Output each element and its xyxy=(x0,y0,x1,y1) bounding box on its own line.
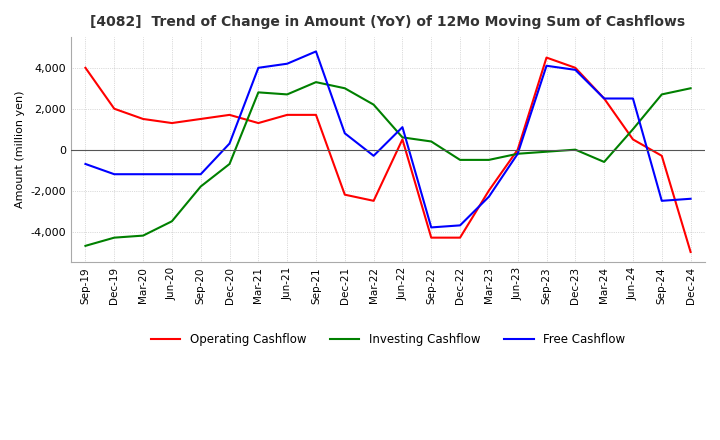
Operating Cashflow xyxy=(254,121,263,126)
Free Cashflow xyxy=(254,65,263,70)
Line: Investing Cashflow: Investing Cashflow xyxy=(86,82,690,246)
Operating Cashflow xyxy=(283,112,292,117)
Operating Cashflow xyxy=(168,121,176,126)
Operating Cashflow xyxy=(542,55,551,60)
Free Cashflow xyxy=(485,194,493,199)
Investing Cashflow xyxy=(456,157,464,162)
Free Cashflow xyxy=(571,67,580,73)
Investing Cashflow xyxy=(81,243,90,249)
Investing Cashflow xyxy=(600,159,608,165)
Investing Cashflow xyxy=(369,102,378,107)
Investing Cashflow xyxy=(542,149,551,154)
Operating Cashflow xyxy=(341,192,349,197)
Investing Cashflow xyxy=(168,219,176,224)
Free Cashflow xyxy=(283,61,292,66)
Investing Cashflow xyxy=(571,147,580,152)
Investing Cashflow xyxy=(657,92,666,97)
Free Cashflow xyxy=(168,172,176,177)
Investing Cashflow xyxy=(686,86,695,91)
Investing Cashflow xyxy=(254,90,263,95)
Operating Cashflow xyxy=(657,153,666,158)
Operating Cashflow xyxy=(369,198,378,203)
Legend: Operating Cashflow, Investing Cashflow, Free Cashflow: Operating Cashflow, Investing Cashflow, … xyxy=(146,328,630,351)
Free Cashflow xyxy=(139,172,148,177)
Operating Cashflow xyxy=(81,65,90,70)
Investing Cashflow xyxy=(398,135,407,140)
Free Cashflow xyxy=(197,172,205,177)
Free Cashflow xyxy=(513,151,522,156)
Operating Cashflow xyxy=(513,147,522,152)
Free Cashflow xyxy=(657,198,666,203)
Investing Cashflow xyxy=(110,235,119,240)
Operating Cashflow xyxy=(398,137,407,142)
Free Cashflow xyxy=(110,172,119,177)
Free Cashflow xyxy=(629,96,637,101)
Line: Free Cashflow: Free Cashflow xyxy=(86,51,690,227)
Investing Cashflow xyxy=(312,80,320,85)
Operating Cashflow xyxy=(225,112,234,117)
Free Cashflow xyxy=(225,141,234,146)
Free Cashflow xyxy=(456,223,464,228)
Investing Cashflow xyxy=(427,139,436,144)
Operating Cashflow xyxy=(456,235,464,240)
Operating Cashflow xyxy=(571,65,580,70)
Free Cashflow xyxy=(312,49,320,54)
Free Cashflow xyxy=(81,161,90,167)
Free Cashflow xyxy=(542,63,551,68)
Investing Cashflow xyxy=(485,157,493,162)
Investing Cashflow xyxy=(283,92,292,97)
Free Cashflow xyxy=(427,225,436,230)
Free Cashflow xyxy=(600,96,608,101)
Y-axis label: Amount (million yen): Amount (million yen) xyxy=(15,91,25,209)
Operating Cashflow xyxy=(312,112,320,117)
Investing Cashflow xyxy=(341,86,349,91)
Free Cashflow xyxy=(369,153,378,158)
Investing Cashflow xyxy=(629,127,637,132)
Operating Cashflow xyxy=(686,249,695,255)
Operating Cashflow xyxy=(629,137,637,142)
Investing Cashflow xyxy=(139,233,148,238)
Investing Cashflow xyxy=(197,184,205,189)
Operating Cashflow xyxy=(600,96,608,101)
Free Cashflow xyxy=(398,125,407,130)
Free Cashflow xyxy=(341,131,349,136)
Operating Cashflow xyxy=(197,116,205,121)
Operating Cashflow xyxy=(110,106,119,111)
Operating Cashflow xyxy=(427,235,436,240)
Line: Operating Cashflow: Operating Cashflow xyxy=(86,58,690,252)
Operating Cashflow xyxy=(485,188,493,193)
Investing Cashflow xyxy=(225,161,234,167)
Operating Cashflow xyxy=(139,116,148,121)
Title: [4082]  Trend of Change in Amount (YoY) of 12Mo Moving Sum of Cashflows: [4082] Trend of Change in Amount (YoY) o… xyxy=(91,15,685,29)
Free Cashflow xyxy=(686,196,695,202)
Investing Cashflow xyxy=(513,151,522,156)
